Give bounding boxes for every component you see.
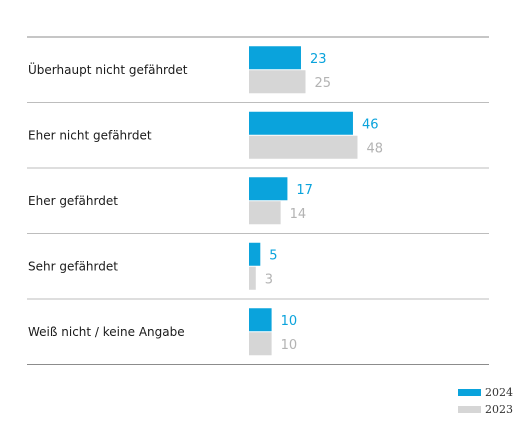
row-sehr-gefahrdet: Sehr gefährdet 5 3 [28, 242, 278, 290]
value-label-2024: 46 [362, 117, 379, 132]
legend-label: 2023 [485, 403, 513, 416]
bar-2024-weiss-nicht-keine-angabe [249, 308, 272, 332]
value-label-2024: 23 [310, 52, 327, 67]
value-label-2023: 14 [290, 207, 307, 222]
category-label: Eher gefährdet [28, 194, 118, 208]
value-label-2023: 48 [366, 141, 383, 156]
row-dividers [27, 36, 489, 365]
value-label-2023: 3 [265, 272, 273, 287]
value-label-2023: 10 [281, 338, 298, 353]
category-label: Weiß nicht / keine Angabe [28, 325, 185, 339]
legend-swatch [458, 389, 481, 396]
bar-2024-eher-nicht-gefahrdet [249, 111, 353, 135]
value-label-2023: 25 [315, 76, 332, 91]
bar-2023-sehr-gefahrdet [249, 266, 256, 290]
category-label: Sehr gefährdet [28, 259, 118, 273]
bar-2023-eher-nicht-gefahrdet [249, 135, 358, 159]
bar-2024-sehr-gefahrdet [249, 242, 261, 266]
bar-2023-uberhaupt-nicht-gefahrdet [249, 70, 306, 94]
bar-2023-eher-gefahrdet [249, 201, 281, 225]
legend: 2024 2023 [458, 386, 513, 416]
row-weiss-nicht-keine-angabe: Weiß nicht / keine Angabe 10 10 [28, 308, 298, 356]
row-eher-nicht-gefahrdet: Eher nicht gefährdet 46 48 [28, 111, 383, 159]
bar-2024-uberhaupt-nicht-gefahrdet [249, 46, 301, 70]
chart-rows: Überhaupt nicht gefährdet 23 25 Eher nicht … [28, 46, 383, 356]
category-label: Eher nicht gefährdet [28, 128, 152, 142]
row-eher-gefahrdet: Eher gefährdet 17 14 [28, 177, 313, 225]
legend-label: 2024 [485, 386, 513, 399]
category-label: Überhaupt nicht gefährdet [28, 61, 188, 77]
legend-swatch [458, 406, 481, 413]
legend-item-2023: 2023 [458, 403, 513, 416]
bar-2024-eher-gefahrdet [249, 177, 288, 201]
legend-item-2024: 2024 [458, 386, 513, 399]
value-label-2024: 5 [269, 248, 277, 263]
row-uberhaupt-nicht-gefahrdet: Überhaupt nicht gefährdet 23 25 [28, 46, 332, 94]
value-label-2024: 10 [281, 314, 298, 329]
bar-2023-weiss-nicht-keine-angabe [249, 332, 272, 356]
value-label-2024: 17 [296, 183, 313, 198]
